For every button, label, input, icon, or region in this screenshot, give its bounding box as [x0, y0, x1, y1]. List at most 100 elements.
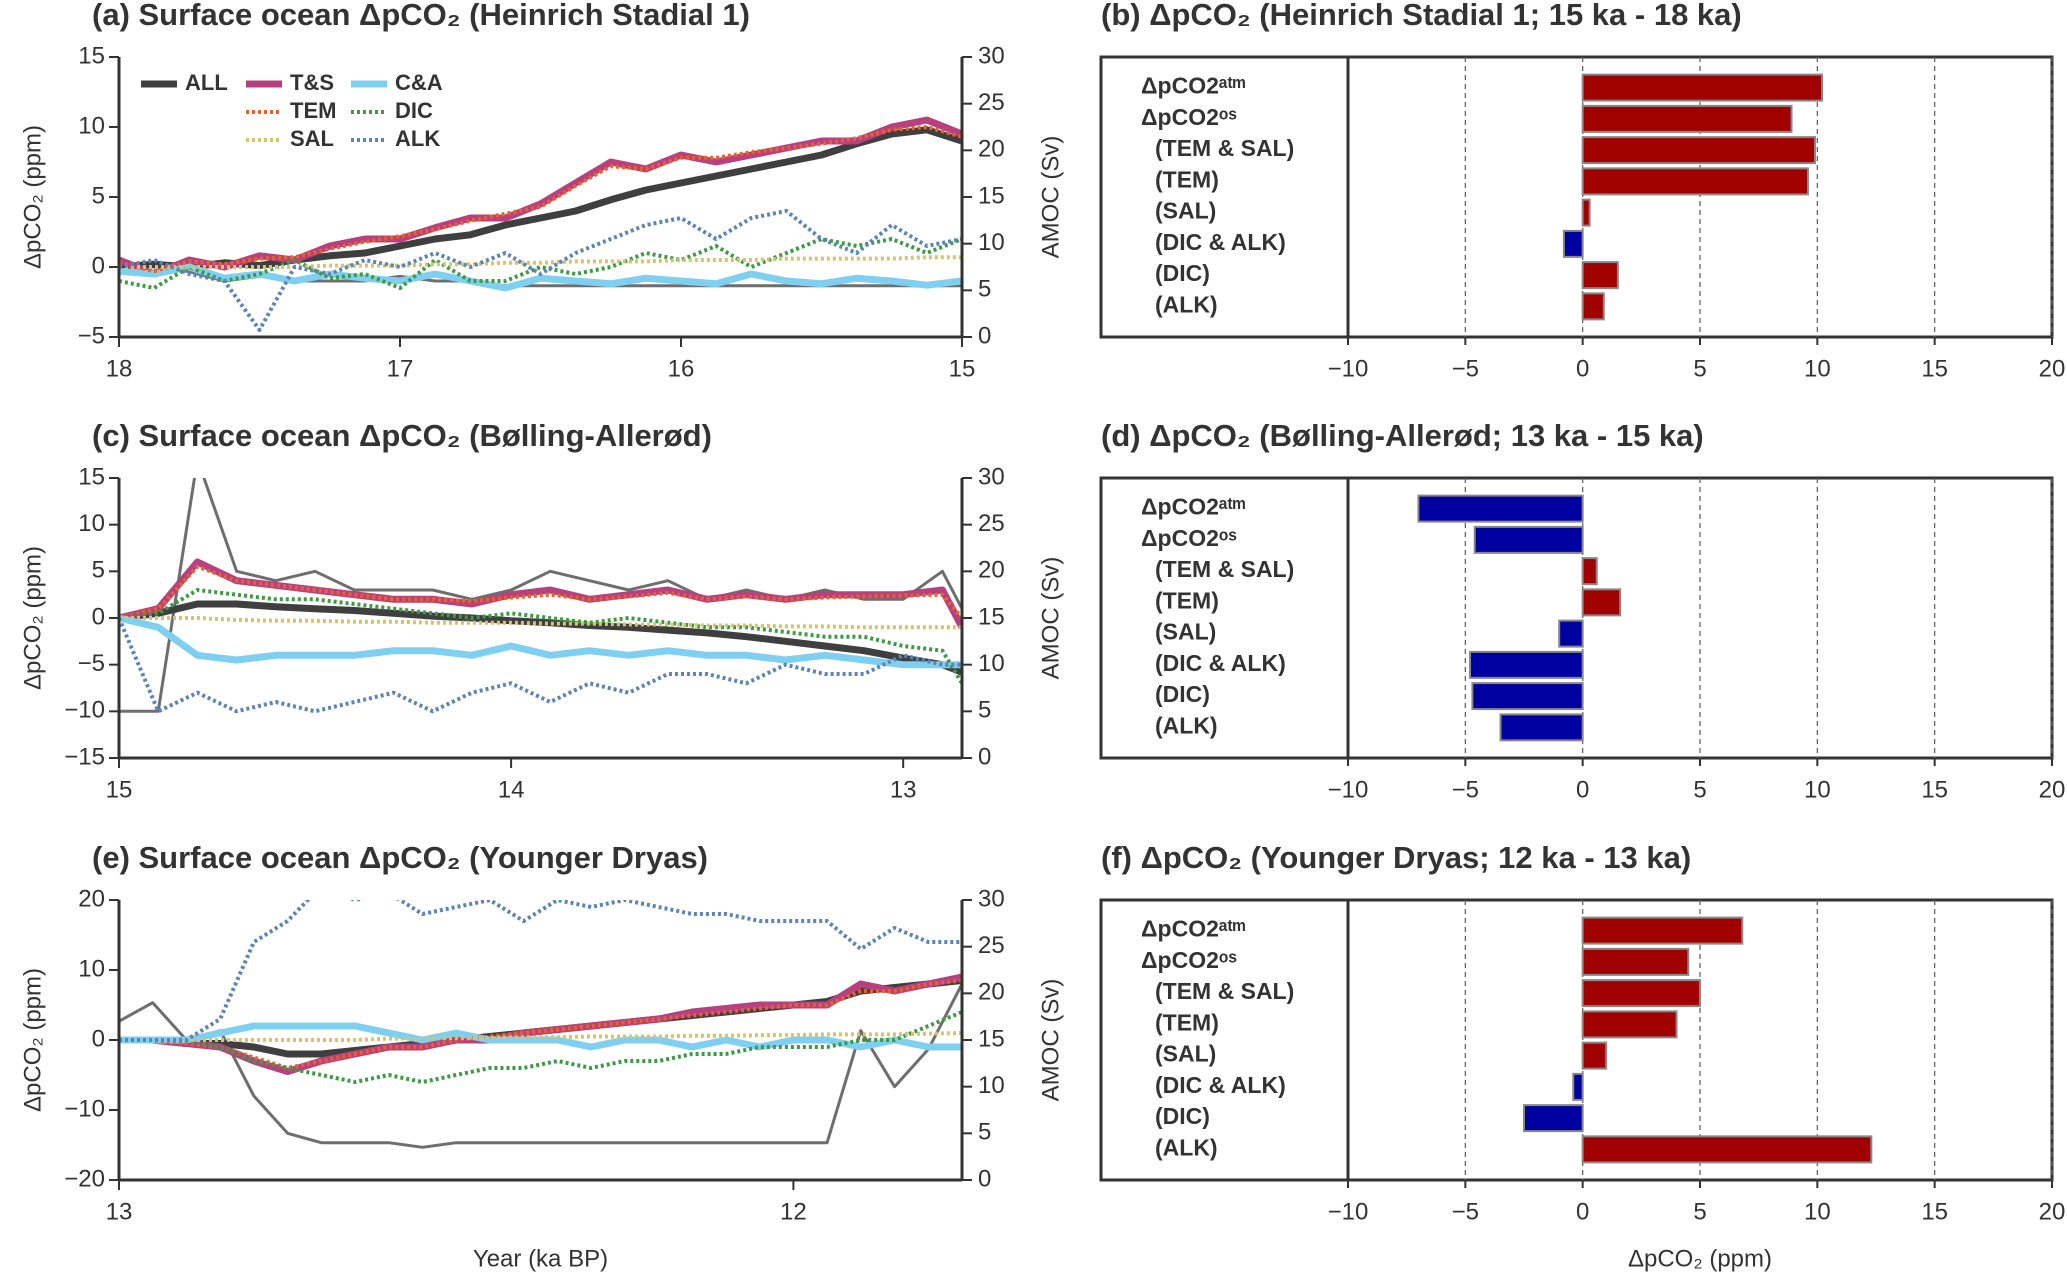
bar	[1581, 292, 1605, 321]
bar	[1469, 650, 1584, 679]
bar	[1581, 261, 1619, 290]
x-tick-label: 18	[106, 355, 133, 382]
y2-tick-label: 0	[978, 322, 991, 349]
legend-label: ALL	[185, 70, 228, 95]
category-label: (TEM & SAL)	[1155, 978, 1294, 1004]
bar	[1562, 229, 1584, 258]
category-label: ΔpCO2ᵒˢ	[1141, 525, 1237, 551]
y2-axis-label: AMOC (Sv)	[1037, 557, 1064, 680]
category-label: (TEM & SAL)	[1155, 556, 1294, 582]
x-tick-label: 20	[2039, 1198, 2066, 1225]
category-label: (ALK)	[1155, 1134, 1218, 1160]
series-line	[119, 209, 962, 332]
series-line	[119, 617, 962, 714]
x-tick-label: 17	[387, 355, 414, 382]
y2-tick-label: 30	[978, 885, 1005, 912]
x-tick-label: 15	[1921, 776, 1948, 803]
x-tick-label: 15	[1921, 1198, 1948, 1225]
legend-label: DIC	[395, 98, 433, 123]
y2-tick-label: 5	[978, 1119, 991, 1146]
category-label: ΔpCO2ᵃᵗᵐ	[1141, 916, 1246, 942]
bar	[1581, 557, 1598, 586]
x-tick-label: 13	[890, 776, 917, 803]
y-axis-label: ΔpCO₂ (ppm)	[19, 968, 46, 1112]
series-line	[119, 983, 962, 1149]
y2-tick-label: 15	[978, 603, 1005, 630]
y-tick-label: 0	[92, 603, 105, 630]
y-tick-label: −15	[64, 743, 105, 770]
y-tick-label: −10	[64, 1095, 105, 1122]
x-tick-label: −5	[1452, 776, 1479, 803]
category-label: (DIC & ALK)	[1155, 1072, 1286, 1098]
chart-title: (c) Surface ocean ΔpCO₂ (Bølling-Allerød…	[92, 418, 712, 453]
y-tick-label: 10	[78, 510, 105, 537]
bar	[1417, 494, 1584, 523]
series-line	[119, 255, 962, 269]
x-tick-label: 0	[1576, 1198, 1589, 1225]
category-label: ΔpCO2ᵒˢ	[1141, 947, 1237, 973]
x-tick-label: 16	[668, 355, 695, 382]
bar	[1581, 979, 1701, 1008]
y-axis-label: ΔpCO₂ (ppm)	[19, 546, 46, 690]
y-tick-label: −5	[78, 322, 105, 349]
x-tick-label: −5	[1452, 1198, 1479, 1225]
category-label: (TEM)	[1155, 1009, 1219, 1035]
bar	[1581, 198, 1591, 227]
y-tick-label: 15	[78, 42, 105, 69]
y2-tick-label: 10	[978, 229, 1005, 256]
x-tick-label: 10	[1804, 1198, 1831, 1225]
x-axis-label: Year (ka BP)	[473, 1245, 608, 1272]
chart-title: (f) ΔpCO₂ (Younger Dryas; 12 ka - 13 ka)	[1101, 840, 1691, 875]
category-label: (ALK)	[1155, 712, 1218, 738]
y-tick-label: −20	[64, 1165, 105, 1192]
y-tick-label: 0	[92, 1025, 105, 1052]
bar	[1581, 73, 1824, 102]
series-line	[119, 237, 962, 290]
chart-title: (e) Surface ocean ΔpCO₂ (Younger Dryas)	[92, 840, 708, 875]
bar	[1581, 1041, 1608, 1070]
series-line	[119, 588, 962, 685]
y-tick-label: 10	[78, 112, 105, 139]
y2-axis-label: AMOC (Sv)	[1037, 979, 1064, 1102]
category-label: (DIC)	[1155, 1103, 1210, 1129]
y-tick-label: 15	[78, 463, 105, 490]
chart-title: (a) Surface ocean ΔpCO₂ (Heinrich Stadia…	[92, 0, 750, 32]
bar	[1581, 104, 1793, 133]
category-label: (SAL)	[1155, 1041, 1216, 1067]
x-tick-label: 15	[106, 776, 133, 803]
series-line	[119, 1010, 962, 1084]
category-label: (TEM)	[1155, 587, 1219, 613]
x-tick-label: 14	[498, 776, 525, 803]
bar	[1523, 1104, 1584, 1133]
chart-title: (d) ΔpCO₂ (Bølling-Allerød; 13 ka - 15 k…	[1101, 418, 1704, 453]
x-tick-label: 0	[1576, 355, 1589, 382]
y2-tick-label: 10	[978, 1072, 1005, 1099]
y2-tick-label: 25	[978, 510, 1005, 537]
series-line	[119, 600, 962, 676]
bar	[1581, 1010, 1678, 1039]
legend-label: TEM	[290, 98, 336, 123]
series-line	[119, 116, 962, 278]
category-label: ΔpCO2ᵃᵗᵐ	[1141, 73, 1246, 99]
bar	[1581, 136, 1816, 165]
legend-label: C&A	[395, 70, 443, 95]
y2-tick-label: 10	[978, 650, 1005, 677]
plot-frame	[1099, 55, 2054, 339]
x-tick-label: −10	[1328, 776, 1369, 803]
legend-label: ALK	[395, 126, 440, 151]
x-tick-label: 10	[1804, 355, 1831, 382]
x-tick-label: 5	[1693, 1198, 1706, 1225]
bar	[1499, 713, 1584, 742]
y2-tick-label: 0	[978, 1165, 991, 1192]
plot-lines	[119, 478, 962, 714]
y2-tick-label: 5	[978, 276, 991, 303]
y2-tick-label: 15	[978, 1025, 1005, 1052]
x-tick-label: 20	[2039, 355, 2066, 382]
x-tick-label: −10	[1328, 355, 1369, 382]
bar	[1473, 525, 1584, 554]
x-tick-label: 15	[1921, 355, 1948, 382]
category-label: (SAL)	[1155, 198, 1216, 224]
series-line	[119, 978, 962, 1070]
x-tick-label: 12	[780, 1198, 807, 1225]
x-tick-label: 5	[1693, 776, 1706, 803]
